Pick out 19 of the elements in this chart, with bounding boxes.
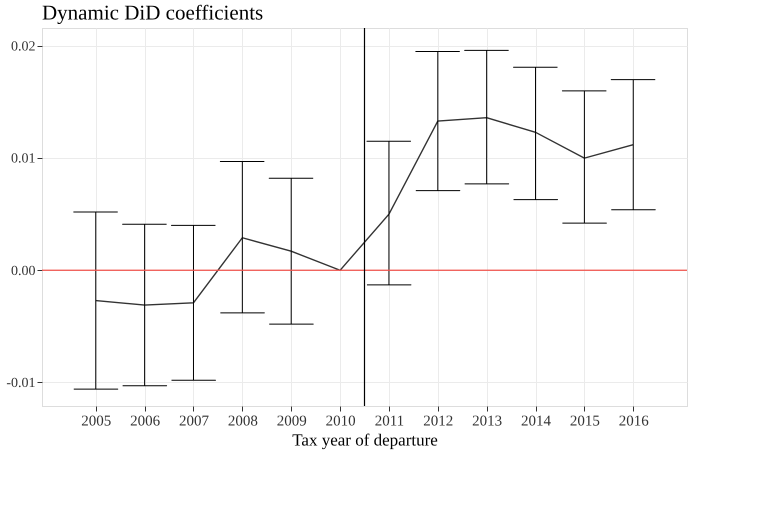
x-tick-label: 2016: [618, 414, 650, 430]
x-axis-title: Tax year of departure: [292, 430, 438, 450]
x-tick-label: 2013: [472, 414, 502, 430]
x-tick-label: 2006: [130, 414, 161, 430]
x-tick-label: 2015: [570, 414, 600, 430]
y-tick-label: 0.01: [11, 152, 36, 167]
y-tick-label: 0.00: [11, 264, 36, 279]
chart-title: Dynamic DiD coefficients: [42, 0, 264, 24]
line-series: [95, 117, 634, 306]
x-tick-label: 2012: [423, 414, 454, 430]
x-tick-label: 2014: [521, 414, 552, 430]
y-tick-label: 0.02: [11, 39, 36, 54]
x-tick-label: 2008: [228, 414, 258, 430]
x-tick-label: 2005: [81, 414, 112, 430]
x-tick-label: 2007: [178, 414, 210, 430]
y-tick-label: -0.01: [6, 376, 36, 391]
x-tick-label: 2009: [276, 414, 307, 430]
x-tick-label: 2011: [374, 414, 404, 430]
x-tick-label: 2010: [326, 414, 356, 430]
